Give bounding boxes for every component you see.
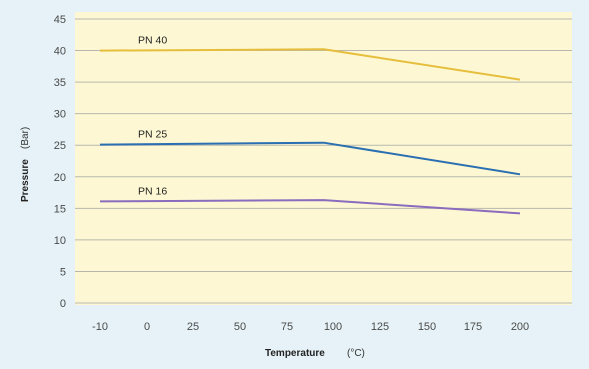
series-label-pn-25: PN 25 [138, 129, 167, 141]
x-tick-label: 175 [464, 321, 482, 333]
y-tick-label: 0 [60, 298, 66, 310]
x-tick-label: 125 [371, 321, 389, 333]
x-tick-label: 200 [511, 321, 529, 333]
x-tick-label: 150 [418, 321, 436, 333]
y-tick-label: 15 [54, 203, 66, 215]
y-axis-unit: (Bar) [20, 127, 31, 149]
y-tick-label: 30 [54, 109, 66, 121]
x-tick-label: 50 [234, 321, 246, 333]
y-tick-label: 10 [54, 235, 66, 247]
x-tick-label: -10 [92, 321, 108, 333]
x-tick-label: 25 [187, 321, 199, 333]
y-tick-label: 5 [60, 266, 66, 278]
x-axis-ticks: -10 0 25 50 75 100 125 150 175 200 [92, 321, 529, 333]
y-axis-title-group: Pressure (Bar) [20, 127, 31, 202]
x-tick-label: 0 [144, 321, 150, 333]
x-tick-label: 75 [281, 321, 293, 333]
plot-area [75, 12, 572, 305]
y-tick-label: 25 [54, 140, 66, 152]
y-tick-label: 40 [54, 46, 66, 58]
y-tick-label: 35 [54, 77, 66, 89]
series-label-pn-16: PN 16 [138, 185, 167, 197]
y-axis-title: Pressure [20, 159, 31, 202]
y-tick-label: 45 [54, 14, 66, 26]
x-axis-unit: (°C) [347, 348, 365, 359]
series-label-pn-40: PN 40 [138, 35, 167, 47]
y-tick-label: 20 [54, 172, 66, 184]
x-tick-label: 100 [324, 321, 342, 333]
y-axis-ticks: 0 5 10 15 20 25 30 35 40 45 [54, 14, 66, 310]
x-axis-title: Temperature [265, 348, 325, 359]
